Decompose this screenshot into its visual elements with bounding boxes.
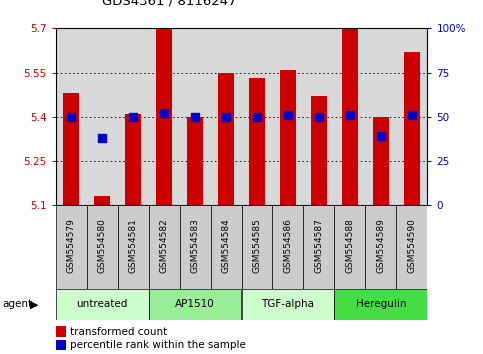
Bar [342,28,358,205]
Point [160,110,168,116]
Bar [366,205,397,289]
Point [67,114,75,120]
Bar [334,289,427,320]
Bar [63,93,79,205]
Text: GSM554585: GSM554585 [253,218,261,273]
Bar [117,205,149,289]
Text: agent: agent [2,299,32,309]
Bar [272,205,303,289]
Text: GDS4361 / 8116247: GDS4361 / 8116247 [102,0,236,7]
Bar [249,79,265,205]
Text: untreated: untreated [76,299,128,309]
Bar [303,205,334,289]
Bar [334,205,366,289]
Text: GSM554581: GSM554581 [128,218,138,273]
Text: GSM554586: GSM554586 [284,218,293,273]
Bar [397,205,427,289]
Bar [373,117,389,205]
Point [129,114,137,120]
Point [315,114,323,120]
Bar [125,114,141,205]
Text: transformed count: transformed count [70,327,167,337]
Text: GSM554588: GSM554588 [345,218,355,273]
Bar [156,28,172,205]
Text: GSM554589: GSM554589 [376,218,385,273]
Point [377,133,385,139]
Text: GSM554584: GSM554584 [222,218,230,273]
Bar [180,205,211,289]
Text: Heregulin: Heregulin [355,299,406,309]
Text: TGF-alpha: TGF-alpha [261,299,314,309]
Point [408,112,416,118]
Bar [94,196,110,205]
Bar [56,205,86,289]
Bar [311,96,327,205]
Text: GSM554579: GSM554579 [67,218,75,273]
Text: ▶: ▶ [30,299,39,309]
Bar [56,289,149,320]
Point [191,114,199,120]
Bar [218,73,234,205]
Text: GSM554587: GSM554587 [314,218,324,273]
Text: GSM554590: GSM554590 [408,218,416,273]
Text: GSM554583: GSM554583 [190,218,199,273]
Bar [149,205,180,289]
Bar [242,205,272,289]
Point [284,112,292,118]
Bar [242,289,334,320]
Text: AP1510: AP1510 [175,299,215,309]
Point [253,114,261,120]
Bar [86,205,117,289]
Bar [280,70,296,205]
Bar [211,205,242,289]
Text: GSM554580: GSM554580 [98,218,107,273]
Point [346,112,354,118]
Text: percentile rank within the sample: percentile rank within the sample [70,340,246,350]
Bar [187,117,203,205]
Point [222,114,230,120]
Point [98,135,106,141]
Bar [404,52,420,205]
Bar [149,289,242,320]
Text: GSM554582: GSM554582 [159,218,169,273]
